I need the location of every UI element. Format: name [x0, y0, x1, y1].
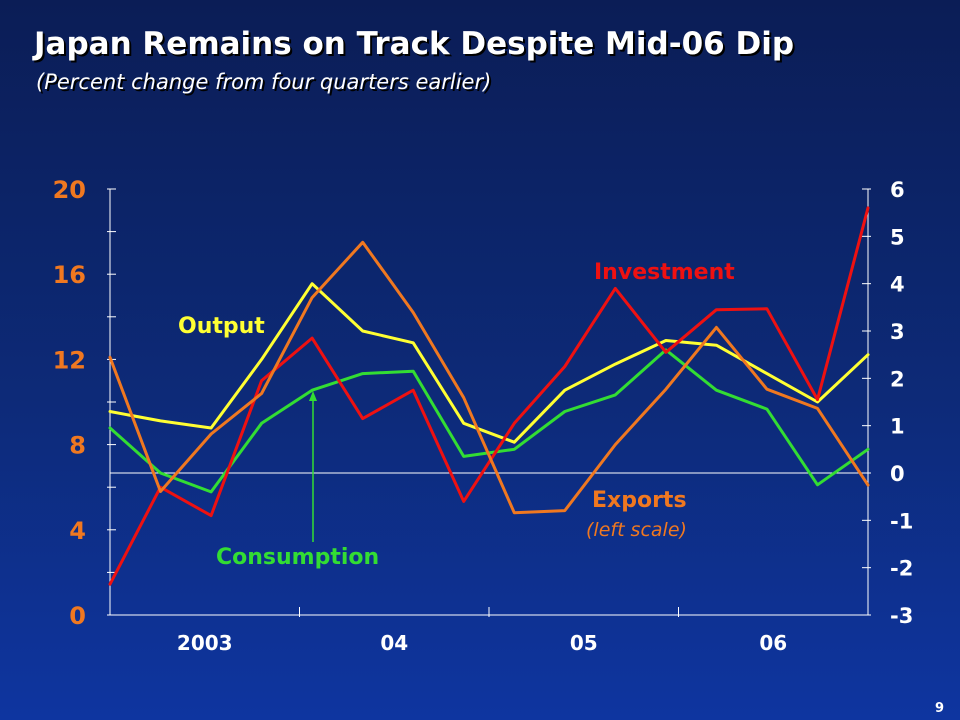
consumption-arrow-head [309, 391, 317, 401]
right-axis-tick-label: 2 [890, 367, 905, 391]
right-axis-tick-label: 6 [890, 178, 905, 202]
x-axis-tick-label: 05 [570, 631, 598, 655]
left-axis-tick-label: 20 [53, 176, 86, 204]
right-axis-tick-label: 0 [890, 462, 905, 486]
page-number: 9 [934, 701, 944, 716]
left-axis-tick-label: 12 [53, 346, 86, 374]
exports-scale-note: (left scale) [586, 519, 687, 541]
chart-annotations: Output Consumption Investment Exports (l… [178, 260, 735, 570]
chart-title: Japan Remains on Track Despite Mid-06 Di… [34, 26, 795, 62]
left-axis-tick-label: 16 [53, 261, 86, 289]
series-line-exports [108, 240, 870, 515]
right-axis-tick-label: -1 [890, 509, 913, 533]
x-axis-tick-label: 04 [380, 631, 408, 655]
exports-label: Exports [592, 488, 687, 513]
right-axis-tick-label: 1 [890, 415, 905, 439]
left-axis-tick-label: 4 [69, 517, 86, 545]
x-axis-tick-label: 2003 [177, 631, 233, 655]
series-line-consumption [108, 348, 870, 494]
output-label: Output [178, 314, 265, 339]
right-axis-tick-label: -2 [890, 557, 913, 581]
right-axis-tick-label: 5 [890, 225, 905, 249]
series-line-investment [108, 206, 870, 586]
right-axis-tick-label: -3 [890, 604, 913, 628]
right-axis-tick-label: 3 [890, 320, 905, 344]
series-line-output [108, 282, 870, 444]
investment-label: Investment [594, 260, 735, 285]
right-axis-tick-label: 4 [890, 273, 905, 297]
consumption-label: Consumption [216, 545, 379, 570]
chart-subtitle: (Percent change from four quarters earli… [36, 70, 492, 94]
left-axis-tick-label: 0 [69, 602, 86, 630]
x-axis-tick-label: 06 [759, 631, 787, 655]
chart-series [108, 206, 870, 586]
left-axis-tick-label: 8 [69, 432, 86, 460]
